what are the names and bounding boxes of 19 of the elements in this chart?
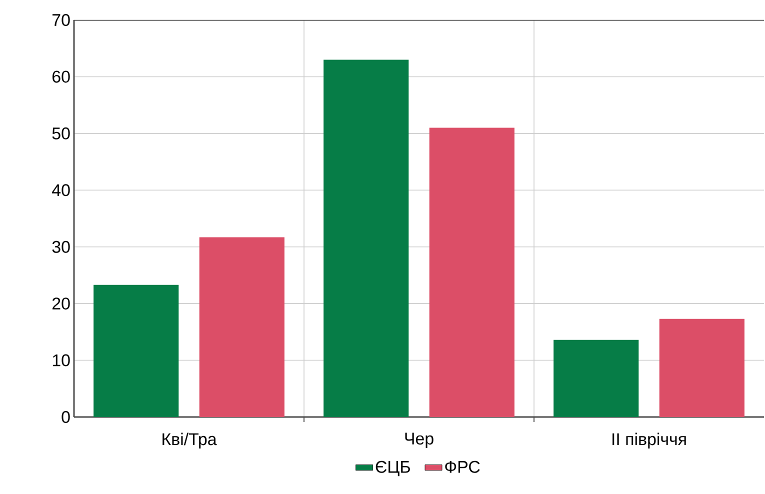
y-tick-label: 50 bbox=[52, 127, 70, 140]
y-tick-label: 20 bbox=[52, 298, 70, 310]
y-tick-label: 70 bbox=[52, 14, 70, 26]
x-tick-label: ІІ півріччя bbox=[612, 432, 686, 449]
y-tick-label: 30 bbox=[52, 240, 70, 253]
bar bbox=[659, 318, 744, 417]
legend-label: ФРС bbox=[445, 460, 480, 473]
bar bbox=[199, 237, 284, 417]
y-tick-label: 10 bbox=[52, 354, 70, 366]
bar bbox=[324, 60, 409, 417]
bar bbox=[429, 128, 514, 417]
y-tick-label: 60 bbox=[52, 70, 70, 83]
x-tick-label: Кві/Тра bbox=[162, 432, 217, 449]
y-tick-label: 0 bbox=[62, 411, 70, 423]
bar bbox=[94, 284, 179, 417]
bar bbox=[554, 340, 639, 417]
legend-label: ЄЦБ bbox=[376, 460, 410, 476]
y-tick-label: 40 bbox=[52, 184, 70, 196]
x-tick-label: Чер bbox=[405, 432, 434, 448]
